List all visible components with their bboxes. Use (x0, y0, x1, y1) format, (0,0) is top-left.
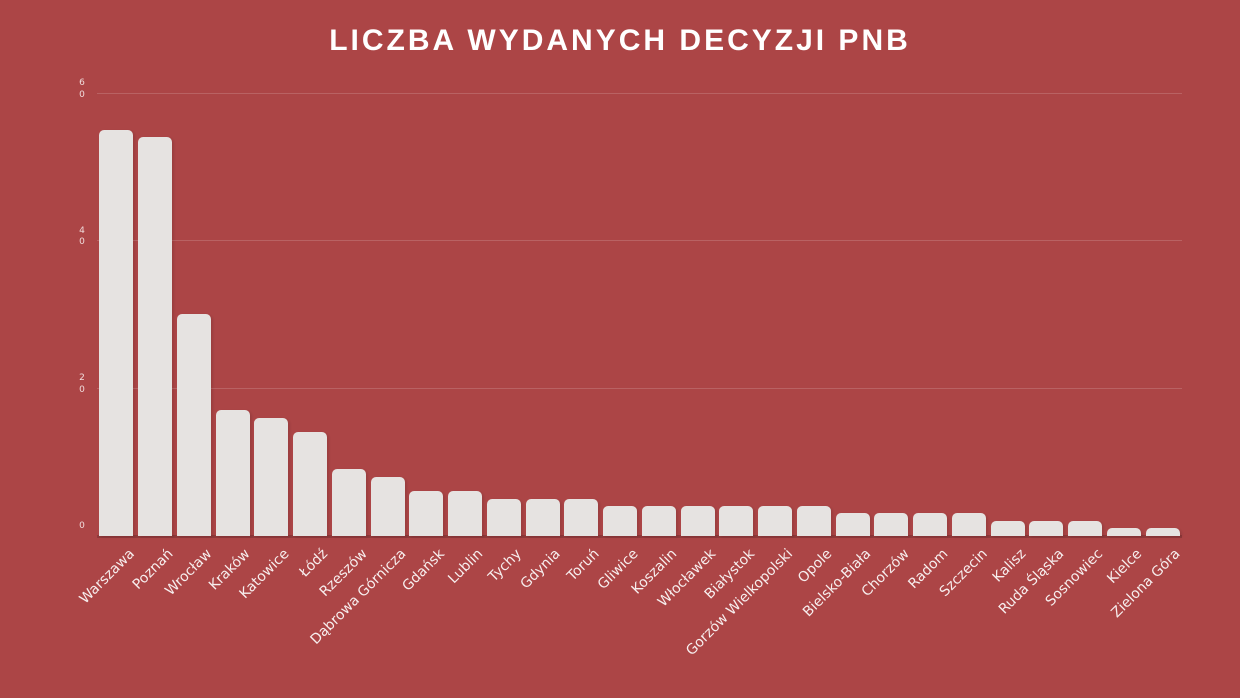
bar-chorz-w (874, 513, 909, 536)
gridline-y-20 (97, 387, 1182, 389)
bar-opole (796, 506, 831, 536)
bar-kielce (1106, 528, 1141, 536)
x-axis-label-warszawa: Warszawa (76, 546, 138, 608)
bar-lublin (448, 491, 483, 536)
bar-tychy (486, 498, 521, 536)
bar-koszalin (641, 506, 676, 536)
bar-bia-ystok (719, 506, 754, 536)
bar-toru- (564, 498, 599, 536)
bar-bielsko-bia-a (835, 513, 870, 536)
x-axis-label-zielona-g-ra: Zielona Góra (1108, 546, 1184, 622)
bar-gorz-w-wielkopolski (758, 506, 793, 536)
bar-katowice (254, 417, 289, 536)
bar-w-oc-awek (680, 506, 715, 536)
bar-zielona-g-ra (1145, 528, 1180, 536)
bar--d- (293, 432, 328, 536)
bar-krak-w (215, 410, 250, 536)
x-axis-label-lublin: Lublin (445, 546, 487, 587)
bar-kalisz (990, 520, 1025, 536)
bar-wroc-aw (176, 314, 211, 536)
y-tick-label-0: 0 (79, 520, 85, 531)
chart-title: LICZBA WYDANYCH DECYZJI PNB (329, 24, 911, 57)
bar-warszawa (99, 129, 134, 536)
x-axis-baseline (97, 535, 1182, 538)
bar-gliwice (603, 506, 638, 536)
bar-rzesz-w (331, 469, 366, 536)
bar-ruda-l-ska (1029, 520, 1064, 536)
bar-gda-sk (409, 491, 444, 536)
gridline-y-60 (97, 92, 1182, 94)
bar-szczecin (951, 513, 986, 536)
x-axis-label-gdynia: Gdynia (517, 546, 564, 593)
bar-gdynia (525, 498, 560, 536)
bar-sosnowiec (1068, 520, 1103, 536)
bar-radom (913, 513, 948, 536)
gridline-y-40 (97, 240, 1182, 241)
bar-d-browa-g-rnicza (370, 476, 405, 536)
bar-pozna- (138, 137, 173, 536)
x-axis-label-gda-sk: Gdańsk (399, 546, 448, 595)
x-axis-label--d-: Łódź (297, 546, 332, 581)
